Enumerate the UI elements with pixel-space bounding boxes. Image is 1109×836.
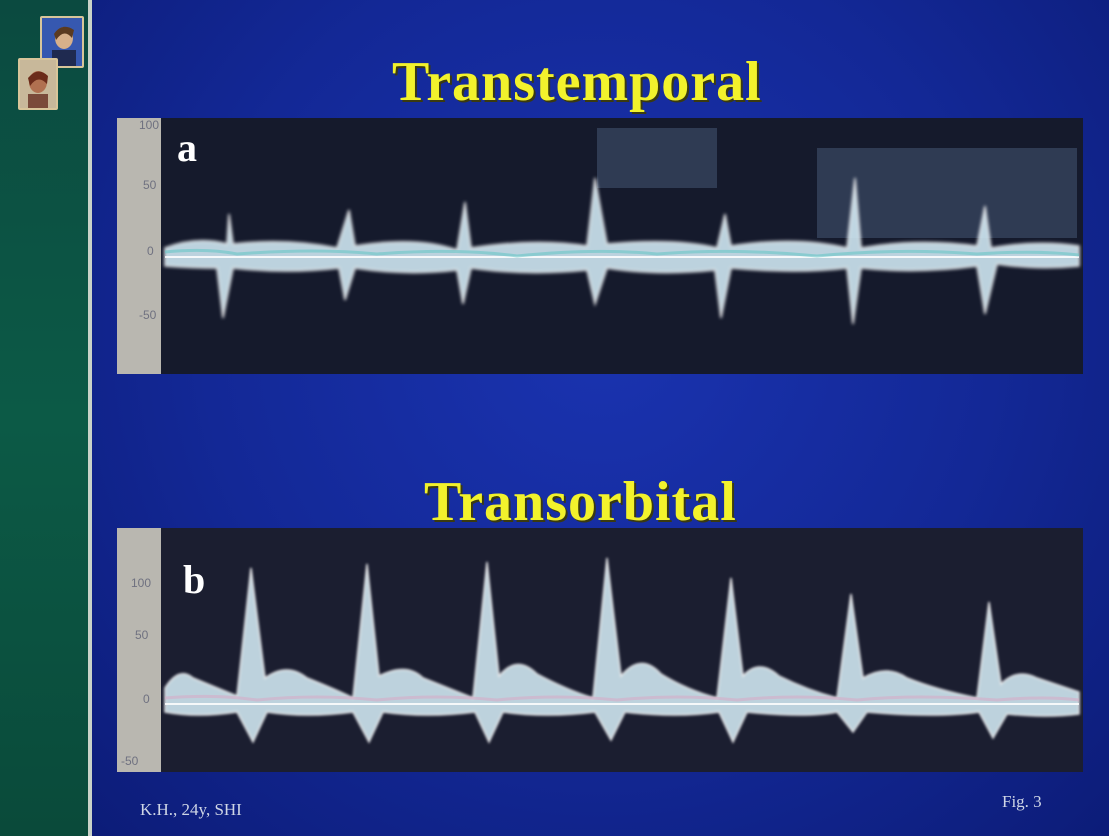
sidebar-divider [88, 0, 92, 836]
panel-label-b: b [183, 557, 206, 602]
tick-a-50: 50 [143, 178, 157, 192]
tick-a-neg50: -50 [139, 308, 157, 322]
tick-b-100: 100 [131, 576, 152, 590]
tick-b-50: 50 [135, 628, 149, 642]
axis-strip-b [117, 528, 161, 772]
tick-b-neg50: -50 [121, 754, 139, 768]
doppler-panel-a: 100 50 0 -50 a [117, 118, 1083, 374]
portrait-thumbnail-1 [40, 16, 84, 68]
tick-b-0: 0 [143, 692, 150, 706]
tick-a-0: 0 [147, 244, 154, 258]
tick-a-100: 100 [139, 118, 160, 132]
doppler-panel-b: 100 50 0 -50 b [117, 528, 1083, 772]
caption-figure-number: Fig. 3 [1002, 792, 1042, 811]
panel-label-a: a [177, 125, 197, 170]
portrait-thumbnail-2 [18, 58, 58, 110]
title-transtemporal: Transtemporal [392, 51, 762, 113]
waveform-transtemporal [161, 118, 1083, 374]
caption-patient: K.H., 24y, SHI [140, 800, 242, 819]
waveform-transorbital [161, 528, 1083, 772]
sidebar [0, 0, 88, 836]
axis-strip-a [117, 118, 161, 374]
title-transorbital: Transorbital [424, 471, 737, 533]
